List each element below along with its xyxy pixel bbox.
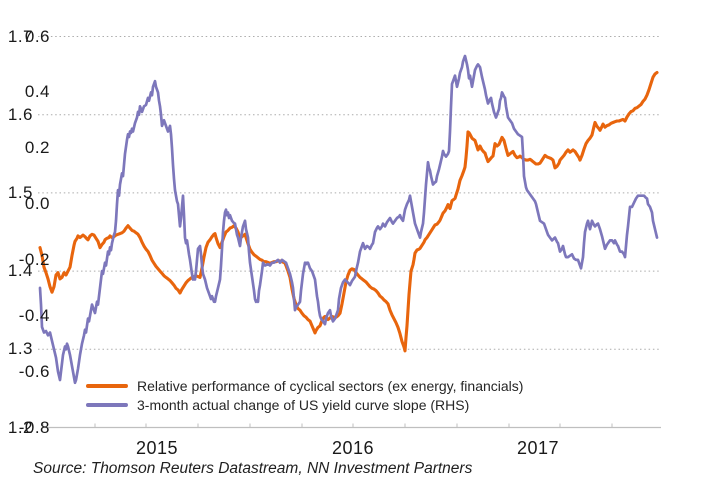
- right-axis-tick-label: 0.0: [24, 194, 50, 214]
- left-axis-tick-label: 1.7: [7, 26, 33, 46]
- left-axis-tick-label: 1.2: [7, 417, 33, 437]
- right-axis-tick-label: 0.6: [24, 26, 50, 46]
- legend-item-yield-curve-slope: 3-month actual change of US yield curve …: [86, 396, 469, 414]
- year-label-2015: 2015: [135, 438, 179, 458]
- left-axis-tick-label: 1.4: [7, 261, 33, 281]
- yield-curve-slope-series-line: [38, 54, 659, 385]
- source-note: Source: Thomson Reuters Datastream, NN I…: [33, 460, 473, 477]
- right-axis-tick-label: -0.6: [18, 361, 50, 381]
- right-axis-tick-label: -0.2: [18, 249, 50, 269]
- gridlines: [38, 36, 659, 350]
- right-axis-tick-label: -0.8: [18, 417, 50, 437]
- yield-curve-slope-legend-swatch: [86, 403, 128, 407]
- right-axis-tick-label: 0.2: [24, 138, 50, 158]
- right-axis-tick-label: 0.4: [24, 82, 50, 102]
- left-axis-tick-label: 1.3: [7, 339, 33, 359]
- cyclical-sectors-legend-swatch: [86, 384, 128, 388]
- year-label-2016: 2016: [331, 438, 375, 458]
- left-axis-tick-label: 1.6: [7, 104, 33, 124]
- cyclical-sectors-legend-label: Relative performance of cyclical sectors…: [137, 378, 524, 394]
- yield-curve-slope-legend-label: 3-month actual change of US yield curve …: [137, 397, 470, 413]
- x-axis-ticks: [42, 423, 613, 428]
- left-axis-tick-label: 1.5: [7, 182, 33, 202]
- right-axis-tick-label: -0.4: [18, 305, 50, 325]
- cyclical-sectors-series-line: [38, 70, 659, 353]
- legend-item-cyclical-sectors: Relative performance of cyclical sectors…: [86, 377, 523, 395]
- year-label-2017: 2017: [516, 438, 560, 458]
